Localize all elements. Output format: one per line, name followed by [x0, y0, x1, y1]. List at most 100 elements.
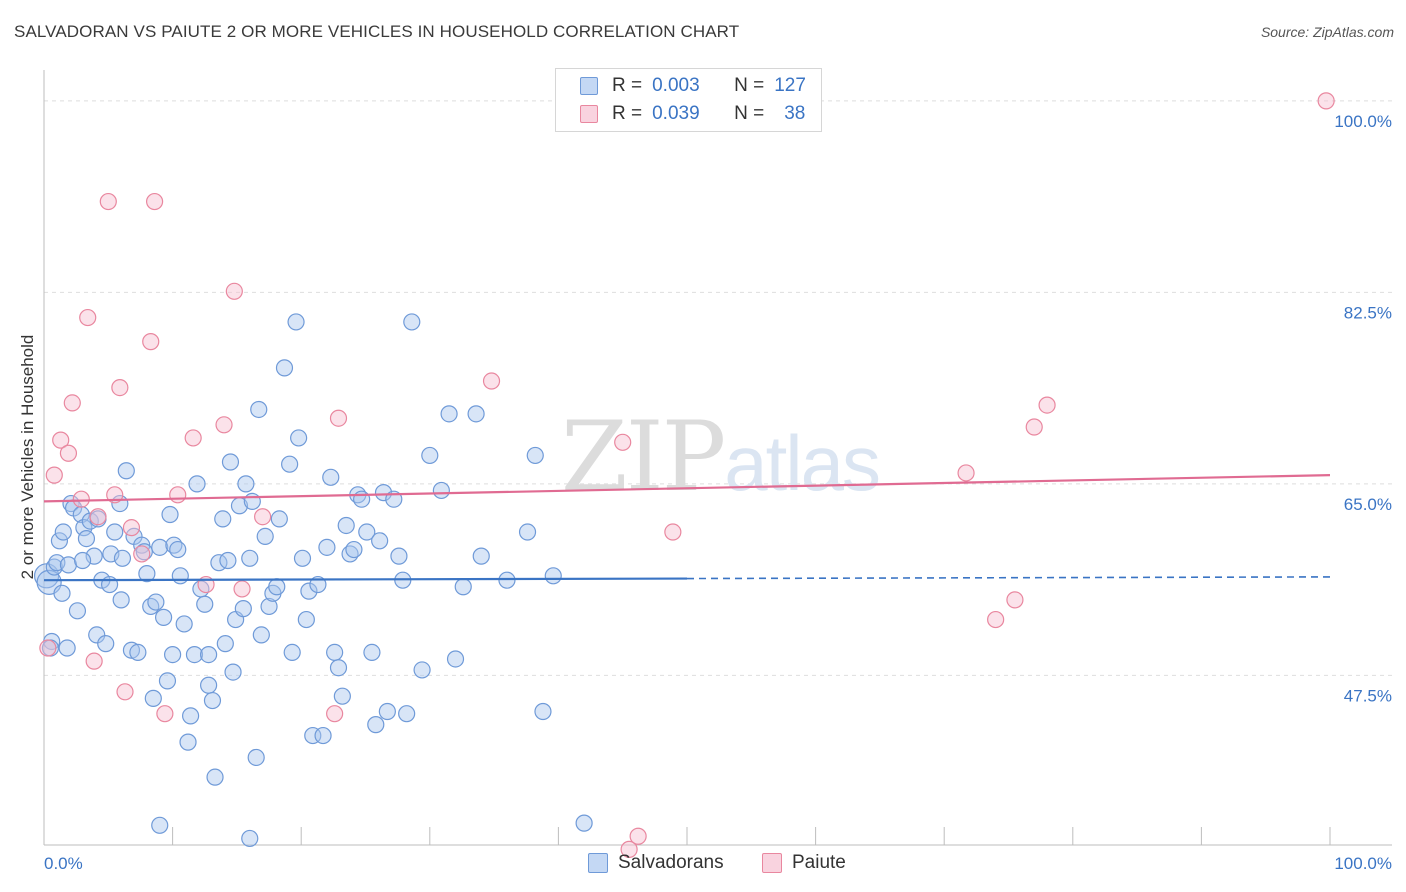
data-point — [260, 597, 278, 616]
y-tick-label: 100.0% — [1334, 112, 1392, 131]
data-point — [97, 635, 115, 653]
data-point — [614, 433, 632, 451]
data-point — [88, 626, 106, 644]
data-point — [225, 282, 243, 300]
data-point — [293, 549, 312, 567]
data-point — [203, 691, 222, 710]
source-label: Source: ZipAtlas.com — [1260, 24, 1394, 40]
data-point — [219, 551, 237, 570]
data-point — [518, 523, 537, 541]
data-point — [544, 567, 562, 585]
data-point — [250, 400, 268, 419]
data-point — [268, 578, 286, 596]
data-point — [39, 639, 57, 657]
data-point — [171, 567, 189, 585]
data-point — [221, 453, 240, 471]
data-point — [314, 726, 332, 745]
data-point — [169, 540, 187, 559]
data-point — [371, 532, 389, 550]
data-point — [1006, 591, 1024, 609]
data-point — [99, 192, 117, 211]
data-point — [254, 508, 272, 526]
data-point — [398, 705, 416, 723]
data-point — [182, 707, 200, 725]
data-point — [89, 508, 107, 526]
data-point — [403, 313, 421, 331]
data-point — [68, 602, 87, 620]
data-point — [252, 626, 270, 644]
data-point — [233, 580, 251, 598]
data-point — [75, 519, 93, 537]
data-point — [1317, 92, 1335, 110]
data-point — [200, 645, 218, 664]
chart-title: SALVADORAN VS PAIUTE 2 OR MORE VEHICLES … — [14, 22, 740, 41]
trend-line-salvadorans — [43, 577, 688, 582]
data-point — [256, 527, 274, 546]
legend-n-label: N = — [734, 103, 765, 124]
legend-swatch-paiute — [580, 105, 598, 123]
data-point — [446, 650, 465, 668]
x-tick-label: 0.0% — [44, 854, 83, 873]
data-point — [63, 394, 81, 412]
data-point — [188, 475, 206, 493]
data-point — [164, 645, 182, 664]
y-tick-label: 65.0% — [1344, 495, 1392, 514]
data-point — [326, 705, 344, 723]
data-point — [534, 702, 552, 721]
trend-lines — [43, 474, 1331, 582]
scatter-points — [33, 92, 1335, 858]
data-point — [629, 827, 647, 845]
data-point — [297, 610, 315, 629]
data-point — [214, 510, 232, 528]
stats-legend: R = 0.003 N = 127 R = 0.039 N = 38 — [555, 68, 822, 132]
legend-n-value-salvadorans: 127 — [774, 75, 806, 96]
data-point — [378, 702, 396, 721]
data-point — [432, 481, 450, 500]
data-point — [185, 645, 204, 664]
data-point — [117, 462, 135, 480]
data-point — [72, 490, 90, 508]
data-point — [196, 595, 214, 613]
data-point — [234, 600, 252, 618]
axes — [43, 70, 1392, 846]
data-point — [216, 635, 234, 653]
data-point — [247, 748, 265, 767]
data-point — [133, 545, 151, 563]
y-tick-label: 47.5% — [1344, 686, 1392, 705]
legend-row-paiute: R = 0.039 N = 38 — [580, 102, 805, 126]
watermark-atlas: atlas — [724, 419, 879, 507]
legend-r-value-salvadorans: 0.003 — [652, 75, 700, 96]
data-point — [322, 468, 340, 486]
data-point — [472, 547, 490, 565]
data-point — [106, 523, 124, 541]
data-point — [421, 446, 439, 465]
bottom-legend-swatch-paiute — [762, 853, 782, 873]
bottom-legend-paiute[interactable]: Paiute — [762, 852, 846, 874]
data-point — [237, 475, 255, 493]
data-point — [113, 549, 132, 567]
data-point — [72, 505, 90, 524]
data-point — [345, 540, 363, 559]
data-point — [50, 532, 69, 550]
data-point — [147, 593, 165, 611]
y-tick-label: 82.5% — [1344, 303, 1392, 322]
data-point — [200, 676, 218, 694]
data-point — [1038, 396, 1056, 414]
trend-line-paiute — [43, 474, 1331, 503]
data-point — [116, 683, 134, 701]
data-point — [275, 359, 294, 377]
data-point — [142, 333, 160, 351]
y-axis-title: 2 or more Vehicles in Household — [18, 334, 37, 580]
data-point — [138, 565, 156, 583]
data-point — [526, 446, 544, 465]
data-point — [85, 652, 103, 670]
trend-line-dashed-salvadorans — [686, 576, 1331, 580]
bottom-legend-label-salvadorans: Salvadorans — [618, 852, 724, 873]
bottom-legend-swatch-salvadorans — [588, 853, 608, 873]
x-tick-label: 100.0% — [1334, 854, 1392, 873]
data-point — [53, 584, 71, 602]
legend-row-salvadorans: R = 0.003 N = 127 — [580, 74, 806, 98]
data-point — [112, 591, 130, 609]
data-point — [243, 492, 261, 510]
bottom-legend-salvadorans[interactable]: Salvadorans — [588, 852, 724, 874]
